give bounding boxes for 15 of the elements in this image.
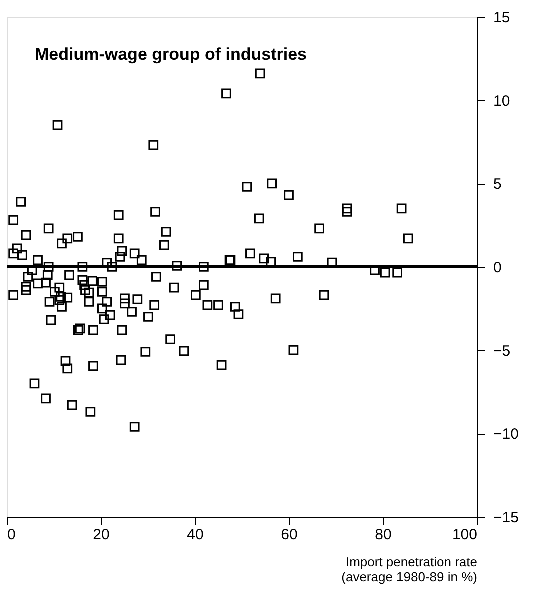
text: Medium-wage group of industries xyxy=(35,45,308,64)
x-tick-label: 60 xyxy=(281,526,298,544)
x-tick-label: 40 xyxy=(187,526,204,544)
y-tick-label: −5 xyxy=(494,342,511,360)
y-tick-label: 15 xyxy=(494,10,510,26)
x-tick-label: 80 xyxy=(375,526,392,544)
y-tick-label: 10 xyxy=(494,92,510,110)
y-tick-label: 0 xyxy=(494,260,502,276)
x-tick-label: 20 xyxy=(93,526,110,544)
y-tick-label: −15 xyxy=(494,510,519,526)
x-axis-title: Import penetration rate (average 1980-89 in %) xyxy=(342,554,478,584)
y-tick-label: −10 xyxy=(494,426,519,444)
x-tick-label: 100 xyxy=(452,526,478,544)
x-tick-label: 0 xyxy=(8,526,16,544)
y-tick-label: 5 xyxy=(494,176,502,194)
